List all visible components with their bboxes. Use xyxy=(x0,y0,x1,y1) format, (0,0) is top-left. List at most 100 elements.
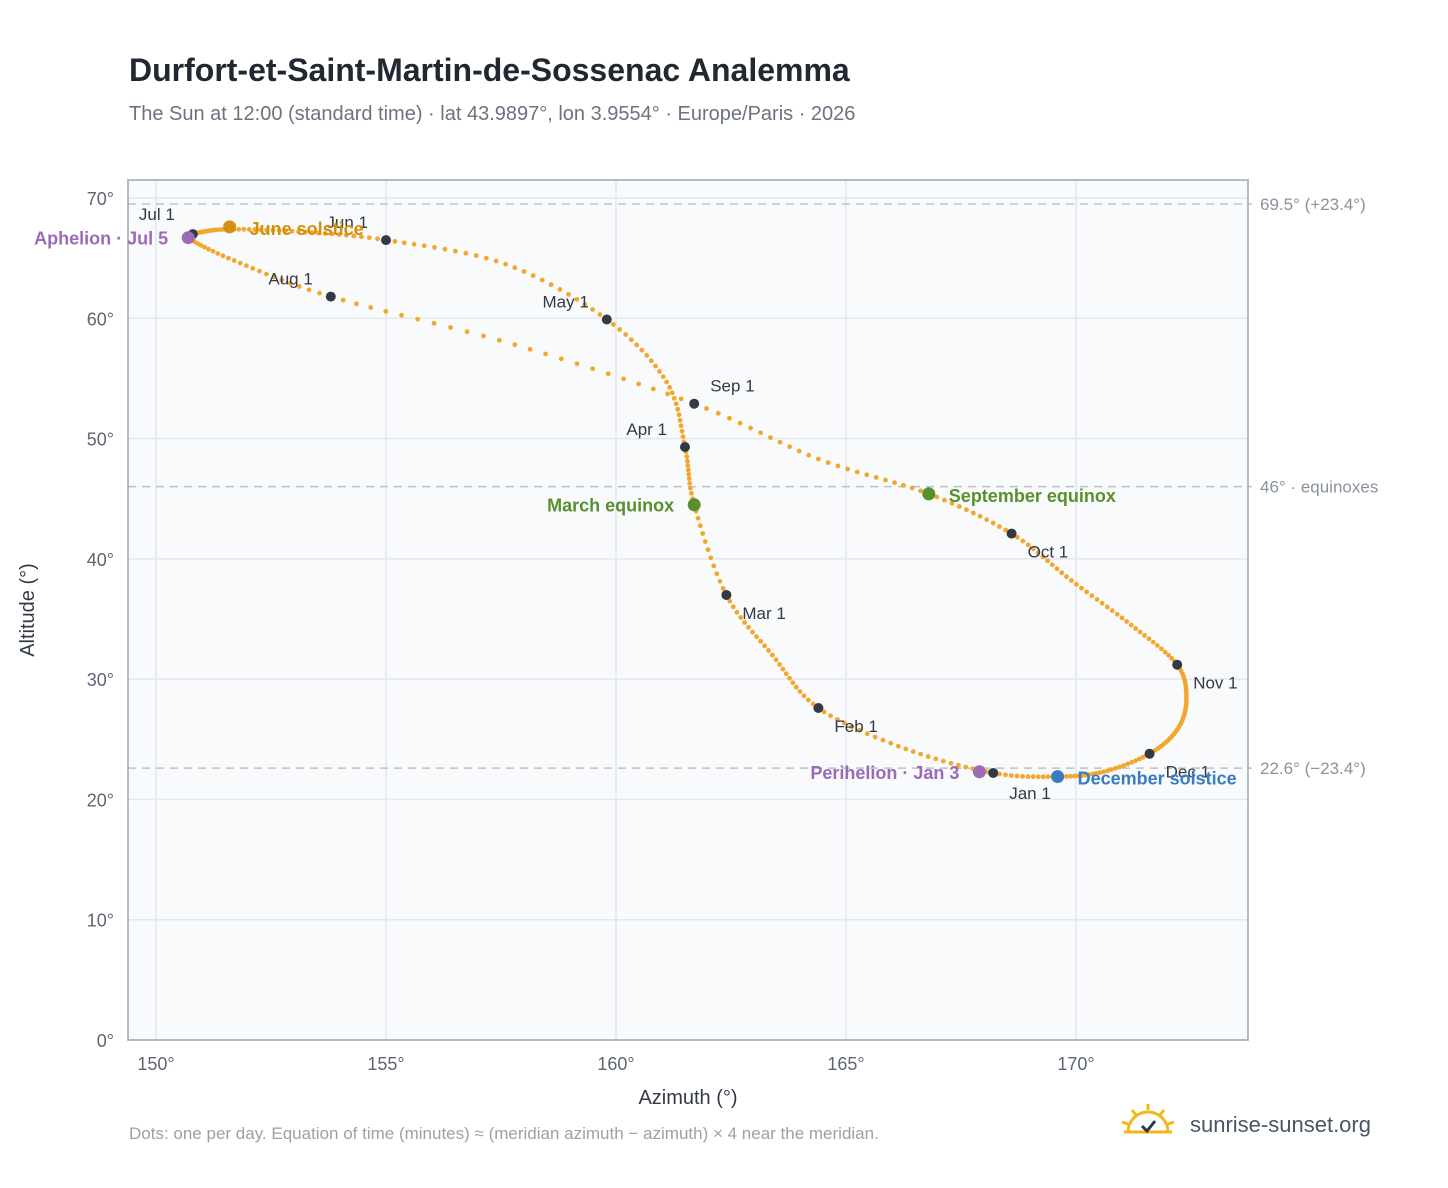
day-dot xyxy=(317,290,322,296)
day-dot xyxy=(648,358,654,364)
day-dot xyxy=(548,282,554,288)
day-dot xyxy=(1008,773,1014,778)
day-dot xyxy=(660,374,666,380)
day-dot xyxy=(1079,773,1085,778)
x-tick-label: 165° xyxy=(827,1054,864,1074)
day-dot xyxy=(401,240,407,246)
day-dot xyxy=(322,231,328,236)
month-label: Jun 1 xyxy=(326,213,368,232)
day-dot xyxy=(688,485,693,491)
x-tick-label: 150° xyxy=(137,1054,174,1074)
day-dot xyxy=(264,271,269,277)
day-dot xyxy=(796,448,802,454)
day-dot xyxy=(665,391,670,397)
day-dot xyxy=(680,434,686,439)
month-marker xyxy=(721,589,732,600)
day-dot xyxy=(777,662,782,667)
day-dot xyxy=(748,425,753,431)
day-dot xyxy=(872,734,878,740)
day-dot xyxy=(679,428,685,434)
day-dot xyxy=(543,351,549,357)
day-dot xyxy=(685,467,691,473)
day-dot xyxy=(574,361,580,367)
day-dot xyxy=(1113,765,1118,771)
day-dot xyxy=(483,255,489,261)
month-label: Dec 1 xyxy=(1166,763,1210,782)
day-dot xyxy=(1128,622,1134,628)
day-dot xyxy=(493,258,499,264)
day-dot xyxy=(1014,773,1020,779)
y-tick-label: 10° xyxy=(87,911,114,931)
day-dot xyxy=(431,320,437,326)
day-dot xyxy=(758,638,763,644)
day-dot xyxy=(1101,769,1106,775)
day-dot xyxy=(1099,600,1105,606)
day-dot xyxy=(309,230,315,235)
day-dot xyxy=(287,280,293,286)
day-dot xyxy=(1063,774,1069,779)
month-label: Sep 1 xyxy=(710,377,754,396)
day-dot xyxy=(1079,585,1084,591)
day-dot xyxy=(1104,604,1110,610)
day-dot xyxy=(845,466,851,472)
day-dot xyxy=(727,598,733,604)
day-dot xyxy=(1067,773,1073,779)
day-dot xyxy=(597,312,603,317)
day-dot xyxy=(496,337,502,343)
day-dot xyxy=(628,337,634,343)
month-label: Nov 1 xyxy=(1193,674,1237,693)
day-dot xyxy=(463,250,469,256)
day-dot xyxy=(1020,538,1026,544)
day-dot xyxy=(557,287,563,292)
day-dot xyxy=(1166,652,1172,658)
day-dot xyxy=(448,325,453,330)
day-dot xyxy=(828,713,833,719)
day-dot xyxy=(383,308,389,314)
day-dot xyxy=(1054,566,1060,572)
day-dot xyxy=(636,381,642,387)
day-dot xyxy=(942,497,947,503)
day-dot xyxy=(590,307,595,312)
day-dot xyxy=(1089,593,1095,599)
day-dot xyxy=(366,235,372,241)
day-dot xyxy=(621,376,626,382)
day-dot xyxy=(673,401,679,407)
day-dot xyxy=(806,452,812,458)
reference-line-label: 22.6° (−23.4°) xyxy=(1260,759,1366,778)
day-dot xyxy=(359,234,364,240)
brand-logo[interactable]: sunrise-sunset.org xyxy=(1120,1102,1420,1146)
day-dot xyxy=(1064,574,1069,580)
day-dot xyxy=(714,571,720,577)
y-axis-label: Altitude (°) xyxy=(17,563,39,657)
event-marker xyxy=(972,765,986,779)
month-label: Jul 1 xyxy=(139,205,175,224)
day-dot xyxy=(512,342,518,348)
day-dot xyxy=(1136,756,1142,762)
day-dot xyxy=(634,342,640,348)
day-dot xyxy=(1133,626,1139,631)
day-dot xyxy=(842,720,847,726)
y-tick-label: 60° xyxy=(87,309,114,329)
day-dot xyxy=(1109,767,1114,772)
day-dot xyxy=(1154,643,1160,648)
day-dot xyxy=(289,228,295,234)
month-marker xyxy=(689,398,700,409)
event-marker xyxy=(922,487,936,501)
day-dot xyxy=(805,697,811,703)
day-dot xyxy=(527,346,533,352)
day-dot xyxy=(215,251,221,256)
day-dot xyxy=(279,277,285,283)
month-marker xyxy=(381,235,391,246)
event-marker xyxy=(223,220,237,234)
day-dot xyxy=(737,420,743,426)
day-dot xyxy=(849,724,855,730)
day-dot xyxy=(880,737,886,743)
day-dot xyxy=(956,504,962,509)
day-dot xyxy=(700,531,706,536)
day-dot xyxy=(1119,615,1125,621)
day-dot xyxy=(1071,773,1077,779)
day-dot xyxy=(956,762,961,768)
day-dot xyxy=(883,477,888,483)
day-dot xyxy=(252,227,258,232)
day-dot xyxy=(521,269,527,274)
